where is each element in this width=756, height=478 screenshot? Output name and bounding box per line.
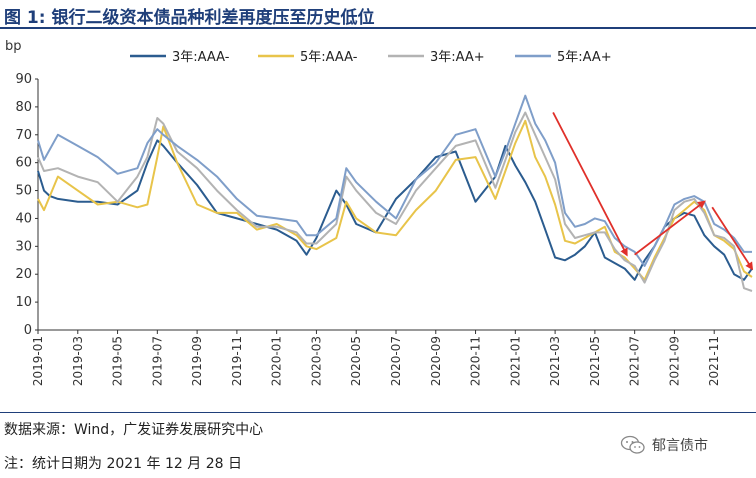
y-tick-label: 60 bbox=[15, 156, 32, 171]
wechat-icon bbox=[620, 435, 645, 454]
legend-label-3: 3年:AA+ bbox=[430, 50, 485, 65]
footnote: 注：统计日期为 2021 年 12 月 28 日 bbox=[4, 456, 242, 472]
x-tick-label: 2021-01 bbox=[508, 336, 522, 386]
y-tick-label: 10 bbox=[15, 295, 32, 310]
x-tick-label: 2019-03 bbox=[71, 336, 85, 386]
trend-arrow-3 bbox=[711, 206, 754, 271]
legend: 3年:AAA- 5年:AAA- 3年:AA+ 5年:AA+ bbox=[130, 50, 612, 65]
title-bar: 图 1: 银行二级资本债品种利差再度压至历史低位 bbox=[0, 0, 756, 30]
trend-arrow-2 bbox=[634, 200, 706, 256]
x-tick-label: 2020-03 bbox=[309, 336, 323, 386]
axes: bp 0 10 20 30 40 50 60 70 80 90 2019-01 2019-03 2019-… bbox=[5, 39, 752, 386]
x-tick-label: 2021-05 bbox=[588, 336, 602, 386]
y-tick-label: 0 bbox=[24, 323, 32, 338]
y-tick-label: 70 bbox=[15, 128, 32, 143]
legend-label-1: 3年:AAA- bbox=[172, 50, 230, 65]
legend-label-4: 5年:AA+ bbox=[557, 50, 612, 65]
x-tick-label: 2020-07 bbox=[389, 336, 403, 386]
x-tick-label: 2019-09 bbox=[190, 336, 204, 386]
x-tick-label: 2021-03 bbox=[548, 336, 562, 386]
x-tick-label: 2019-11 bbox=[230, 336, 244, 386]
spread-line-chart: bp 0 10 20 30 40 50 60 70 80 90 2019-01 2019-03 2019-… bbox=[5, 39, 754, 386]
title-underline bbox=[0, 27, 756, 29]
x-tick-label: 2019-05 bbox=[111, 336, 125, 386]
watermark: 郁言债市 bbox=[620, 434, 708, 456]
x-tick-label: 2021-09 bbox=[667, 336, 681, 386]
y-tick-label: 20 bbox=[15, 267, 32, 282]
trend-arrow-1 bbox=[552, 112, 628, 257]
x-tick-label: 2019-07 bbox=[150, 336, 164, 386]
y-tick-label: 50 bbox=[15, 184, 32, 199]
x-tick-label: 2020-11 bbox=[469, 336, 483, 386]
y-tick-label: 40 bbox=[15, 211, 32, 226]
y-tick-label: 30 bbox=[15, 239, 32, 254]
data-source: 数据来源：Wind，广发证券发展研究中心 bbox=[4, 422, 264, 438]
y-tick-label: 90 bbox=[15, 72, 32, 87]
x-tick-label: 2020-01 bbox=[270, 336, 284, 386]
x-tick-label: 2020-05 bbox=[349, 336, 363, 386]
chart-figure-title: 图 1: 银行二级资本债品种利差再度压至历史低位 bbox=[4, 8, 375, 28]
x-tick-label: 2019-01 bbox=[31, 336, 45, 386]
watermark-text: 郁言债市 bbox=[652, 438, 708, 454]
x-tick-label: 2020-09 bbox=[429, 336, 443, 386]
series-line-4 bbox=[37, 94, 752, 267]
y-tick-label: 80 bbox=[15, 100, 32, 115]
series-line-3 bbox=[37, 111, 753, 292]
y-axis-unit-label: bp bbox=[5, 39, 22, 54]
series-lines bbox=[37, 94, 753, 292]
x-tick-label: 2021-11 bbox=[707, 336, 721, 386]
x-tick-label: 2021-07 bbox=[628, 336, 642, 386]
annotations bbox=[552, 112, 754, 271]
footer-divider bbox=[0, 412, 756, 413]
legend-label-2: 5年:AAA- bbox=[300, 50, 358, 65]
